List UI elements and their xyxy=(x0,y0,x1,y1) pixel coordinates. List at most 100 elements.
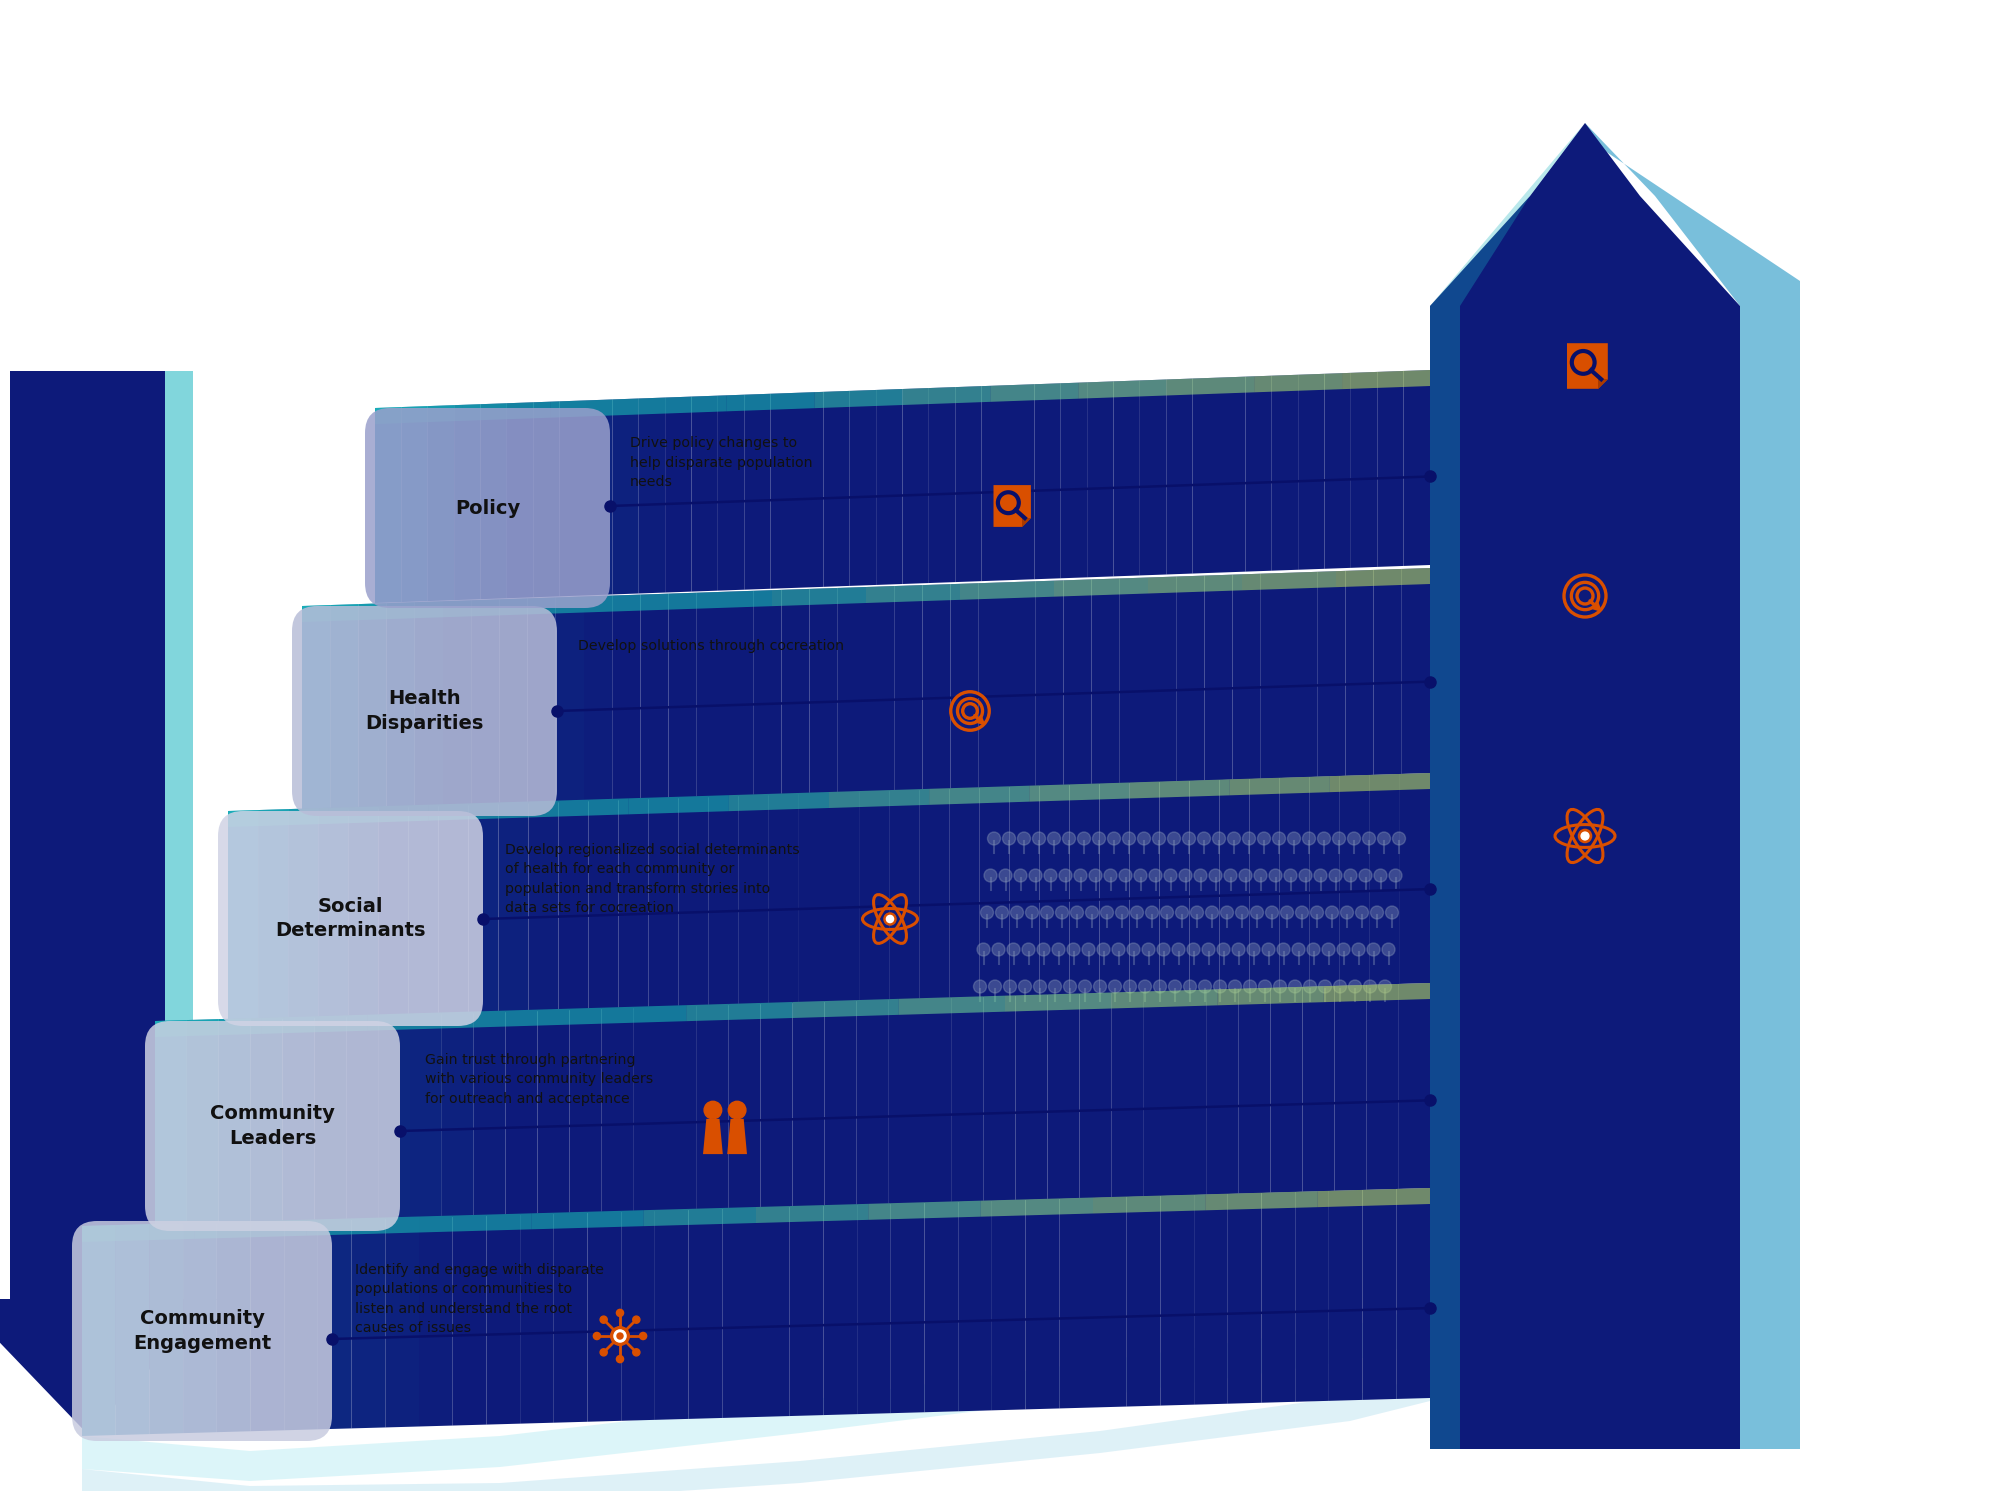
Polygon shape xyxy=(584,593,678,613)
Polygon shape xyxy=(1362,1188,1396,1400)
Polygon shape xyxy=(1586,122,1800,1449)
Polygon shape xyxy=(622,1209,654,1421)
Polygon shape xyxy=(1206,1191,1318,1211)
Circle shape xyxy=(1202,942,1216,956)
Circle shape xyxy=(1036,942,1050,956)
Polygon shape xyxy=(798,792,830,1003)
Polygon shape xyxy=(1130,780,1230,799)
Polygon shape xyxy=(528,598,556,804)
Polygon shape xyxy=(1324,983,1430,1002)
Polygon shape xyxy=(876,389,902,584)
Polygon shape xyxy=(1272,374,1298,571)
Circle shape xyxy=(1270,869,1282,883)
Circle shape xyxy=(1108,980,1122,993)
Circle shape xyxy=(1356,907,1368,918)
Polygon shape xyxy=(428,802,528,820)
Polygon shape xyxy=(920,997,952,1203)
Polygon shape xyxy=(184,1223,216,1433)
Circle shape xyxy=(1240,869,1252,883)
Text: Policy: Policy xyxy=(454,498,520,517)
Polygon shape xyxy=(930,786,1030,805)
Polygon shape xyxy=(638,395,726,414)
Circle shape xyxy=(1348,832,1360,845)
Polygon shape xyxy=(1060,382,1088,579)
Circle shape xyxy=(1074,869,1088,883)
Polygon shape xyxy=(262,1015,368,1033)
Circle shape xyxy=(1328,869,1342,883)
Polygon shape xyxy=(950,583,978,789)
Circle shape xyxy=(1198,980,1212,993)
Circle shape xyxy=(1150,869,1162,883)
Polygon shape xyxy=(770,392,798,589)
Circle shape xyxy=(632,1349,640,1355)
Circle shape xyxy=(1022,942,1036,956)
Circle shape xyxy=(1044,869,1056,883)
Circle shape xyxy=(1194,869,1208,883)
Polygon shape xyxy=(922,584,950,790)
Polygon shape xyxy=(1194,1194,1228,1405)
Polygon shape xyxy=(1060,1197,1092,1409)
Polygon shape xyxy=(1144,990,1176,1197)
Circle shape xyxy=(1336,942,1350,956)
Circle shape xyxy=(1310,907,1324,918)
Polygon shape xyxy=(1130,781,1160,993)
Polygon shape xyxy=(992,1199,1026,1410)
Polygon shape xyxy=(756,1203,868,1223)
Circle shape xyxy=(978,942,990,956)
Polygon shape xyxy=(282,1017,314,1223)
Polygon shape xyxy=(790,1205,824,1416)
Circle shape xyxy=(1242,832,1256,845)
Circle shape xyxy=(1056,907,1068,918)
Circle shape xyxy=(1062,832,1076,845)
Polygon shape xyxy=(618,798,648,1008)
Circle shape xyxy=(1180,869,1192,883)
Polygon shape xyxy=(718,395,744,590)
Circle shape xyxy=(1092,832,1106,845)
Circle shape xyxy=(1378,832,1390,845)
Polygon shape xyxy=(500,598,528,804)
Polygon shape xyxy=(218,1018,250,1224)
Circle shape xyxy=(1304,980,1316,993)
Polygon shape xyxy=(1008,385,1034,580)
Polygon shape xyxy=(330,604,358,810)
Circle shape xyxy=(1208,869,1222,883)
Polygon shape xyxy=(792,999,898,1018)
Polygon shape xyxy=(958,1200,992,1412)
Polygon shape xyxy=(1430,122,1740,1449)
Polygon shape xyxy=(1092,579,1120,784)
Polygon shape xyxy=(738,793,768,1005)
Polygon shape xyxy=(156,1018,262,1038)
Polygon shape xyxy=(328,805,428,825)
Polygon shape xyxy=(902,388,928,584)
Polygon shape xyxy=(1288,573,1318,778)
Polygon shape xyxy=(1270,987,1302,1193)
Polygon shape xyxy=(314,1015,346,1221)
Polygon shape xyxy=(438,804,468,1014)
Polygon shape xyxy=(1026,1199,1060,1409)
Circle shape xyxy=(600,1317,608,1323)
Circle shape xyxy=(1362,832,1376,845)
Polygon shape xyxy=(538,1008,570,1215)
Circle shape xyxy=(988,980,1002,993)
Circle shape xyxy=(1288,980,1302,993)
Circle shape xyxy=(1392,832,1406,845)
Circle shape xyxy=(1236,907,1248,918)
Circle shape xyxy=(1018,980,1032,993)
Polygon shape xyxy=(1166,376,1254,395)
Polygon shape xyxy=(420,1215,452,1427)
Circle shape xyxy=(1184,980,1196,993)
Polygon shape xyxy=(378,1014,410,1220)
Polygon shape xyxy=(668,593,696,799)
Polygon shape xyxy=(990,383,1078,403)
Polygon shape xyxy=(824,1000,856,1206)
Polygon shape xyxy=(410,1012,442,1218)
Polygon shape xyxy=(1430,122,1586,1449)
Circle shape xyxy=(1224,869,1236,883)
Circle shape xyxy=(704,1102,722,1118)
Polygon shape xyxy=(408,804,438,1015)
Circle shape xyxy=(1212,832,1226,845)
Polygon shape xyxy=(1254,373,1342,392)
Polygon shape xyxy=(1402,568,1430,774)
FancyBboxPatch shape xyxy=(292,605,556,816)
Polygon shape xyxy=(898,996,1006,1015)
